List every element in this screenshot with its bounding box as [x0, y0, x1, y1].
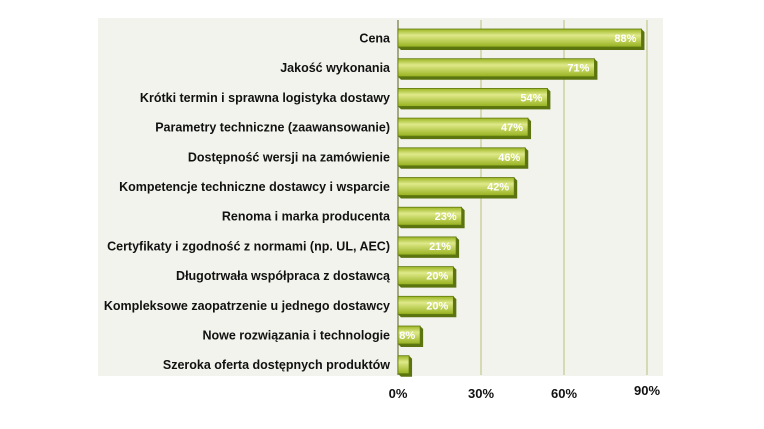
bar-value-label: 21% — [429, 241, 451, 253]
category-label: Szeroka oferta dostępnych produktów — [163, 358, 390, 372]
x-tick-label: 0% — [389, 386, 408, 401]
category-label: Nowe rozwiązania i technologie — [202, 329, 390, 343]
x-tick-label: 60% — [551, 386, 577, 401]
category-label: Parametry techniczne (zaawansowanie) — [155, 121, 390, 135]
category-label: Jakość wykonania — [280, 61, 391, 75]
category-label: Dostępność wersji na zamówienie — [188, 150, 390, 164]
bar — [397, 355, 410, 375]
bar — [397, 147, 526, 167]
bar — [397, 58, 595, 78]
bar — [397, 325, 421, 345]
category-labels: Cena Jakość wykonania Krótki termin i spra… — [104, 32, 391, 373]
category-label: Renoma i marka producenta — [222, 210, 391, 224]
bars: 88% 71% 54% 47% 46% 42% 23% 21% 20% 20% 8% — [397, 28, 645, 377]
category-label: Długotrwała współpraca z dostawcą — [176, 269, 391, 283]
x-tick-label: 30% — [468, 386, 494, 401]
bar — [397, 117, 529, 137]
category-label: Krótki termin i sprawna logistyka dostaw… — [140, 91, 390, 105]
bar-value-label: 20% — [426, 300, 448, 312]
bar-value-label: 23% — [435, 211, 457, 223]
bar-value-label: 47% — [501, 122, 523, 134]
bar-value-label: 42% — [487, 182, 509, 194]
bar — [397, 295, 454, 315]
category-label: Kompleksowe zaopatrzenie u jednego dosta… — [104, 299, 390, 313]
bar-value-label: 46% — [498, 152, 520, 164]
bar — [397, 88, 548, 107]
category-label: Cena — [359, 32, 391, 46]
bar — [397, 28, 642, 48]
bar — [397, 266, 454, 286]
bar-value-label: 20% — [426, 271, 448, 283]
category-label: Certyfikaty i zgodność z normami (np. UL… — [107, 239, 390, 253]
category-label: Kompetencje techniczne dostawcy i wsparc… — [119, 180, 390, 194]
x-tick-labels: 0% 30% 60% 90% — [389, 383, 661, 401]
bar — [397, 177, 515, 196]
x-tick-label: 90% — [634, 383, 660, 398]
bar — [397, 236, 457, 256]
bar-value-label: 8% — [399, 330, 415, 342]
bar-value-label: 88% — [614, 33, 636, 45]
bar-value-label: 54% — [520, 92, 542, 104]
bar-value-label: 71% — [567, 63, 589, 75]
bar — [397, 206, 463, 226]
